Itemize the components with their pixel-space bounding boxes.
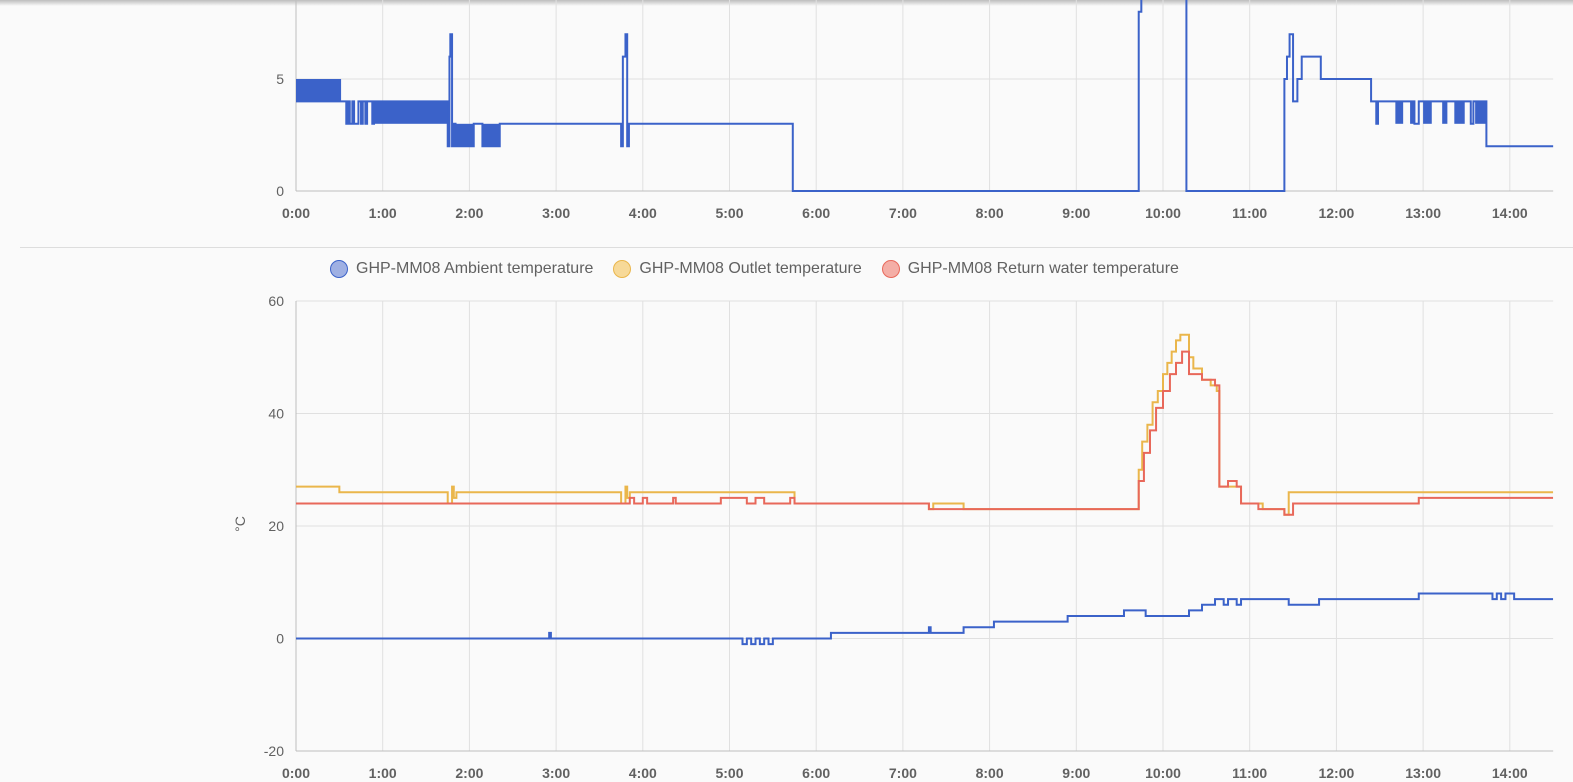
legend-item-return[interactable]: GHP-MM08 Return water temperature: [881, 260, 1179, 278]
y-tick-label: 40: [268, 406, 284, 422]
x-tick-label: 4:00: [629, 765, 657, 781]
x-tick-label: 13:00: [1405, 205, 1441, 221]
y-tick-label: 0: [276, 183, 284, 199]
x-tick-label: 9:00: [1062, 765, 1090, 781]
series-line-1: [296, 333, 1554, 516]
top-chart: 0:00 1:00 2:00 3:00 4:00 5:00 6:00 7:00 8:00 9:00…: [276, 0, 1554, 221]
legend-swatch-return: [881, 260, 900, 278]
legend-swatch-outlet: [613, 260, 632, 278]
oscillation-band: [1475, 101, 1486, 124]
x-tick-label: 9:00: [1062, 205, 1090, 221]
legend-label: GHP-MM08 Return water temperature: [907, 260, 1179, 277]
x-tick-label: 5:00: [715, 765, 743, 781]
x-tick-label: 14:00: [1492, 205, 1528, 221]
oscillation-band: [1423, 101, 1432, 124]
x-tick-label: 3:00: [542, 205, 570, 221]
divider: [20, 247, 1573, 248]
x-tick-label: 4:00: [629, 205, 657, 221]
y-axis-label: °C: [231, 516, 248, 532]
x-tick-label: 1:00: [369, 765, 397, 781]
oscillation-band: [296, 79, 342, 102]
header-shadow: [0, 0, 1573, 6]
series-line-0: [296, 0, 1554, 192]
x-tick-label: 12:00: [1318, 205, 1354, 221]
x-tick-label: 2:00: [455, 765, 483, 781]
y-tick-label: 60: [268, 293, 284, 309]
series-line-2: [296, 350, 1554, 516]
legend-item-ambient[interactable]: GHP-MM08 Ambient temperature: [330, 260, 593, 278]
x-tick-label: 10:00: [1145, 205, 1181, 221]
oscillation-band: [1442, 101, 1448, 124]
x-tick-label: 1:00: [369, 205, 397, 221]
x-tick-label: 10:00: [1145, 765, 1181, 781]
y-tick-label: -20: [264, 743, 284, 759]
x-tick-label: 0:00: [282, 765, 310, 781]
oscillation-band: [1454, 101, 1465, 124]
x-tick-label: 5:00: [715, 205, 743, 221]
legend-label: GHP-MM08 Outlet temperature: [639, 260, 862, 277]
x-tick-label: 12:00: [1318, 765, 1354, 781]
x-tick-label: 11:00: [1232, 765, 1267, 781]
oscillation-band: [482, 123, 500, 147]
oscillation-band: [1395, 101, 1404, 124]
legend: GHP-MM08 Ambient temperature GHP-MM08 Ou…: [330, 260, 1179, 278]
x-tick-label: 13:00: [1405, 765, 1441, 781]
legend-swatch-ambient: [330, 260, 348, 278]
x-tick-label: 7:00: [889, 765, 917, 781]
oscillation-band: [1410, 101, 1415, 124]
oscillation-band: [455, 123, 474, 147]
y-tick-label: 0: [276, 631, 284, 647]
x-tick-label: 6:00: [802, 765, 830, 781]
x-tick-label: 8:00: [976, 205, 1004, 221]
y-tick-label: 5: [276, 71, 284, 87]
x-tick-label: 14:00: [1492, 765, 1528, 781]
x-tick-label: 7:00: [889, 205, 917, 221]
x-tick-label: 8:00: [976, 765, 1004, 781]
x-tick-label: 11:00: [1232, 205, 1267, 221]
oscillation-band: [374, 101, 448, 124]
x-tick-label: 2:00: [455, 205, 483, 221]
x-tick-label: 6:00: [802, 205, 830, 221]
legend-label: GHP-MM08 Ambient temperature: [356, 260, 594, 277]
x-tick-label: 0:00: [282, 205, 310, 221]
series-line-0: [296, 592, 1554, 646]
x-tick-label: 3:00: [542, 765, 570, 781]
y-tick-label: 20: [268, 518, 284, 534]
legend-item-outlet[interactable]: GHP-MM08 Outlet temperature: [613, 260, 862, 278]
